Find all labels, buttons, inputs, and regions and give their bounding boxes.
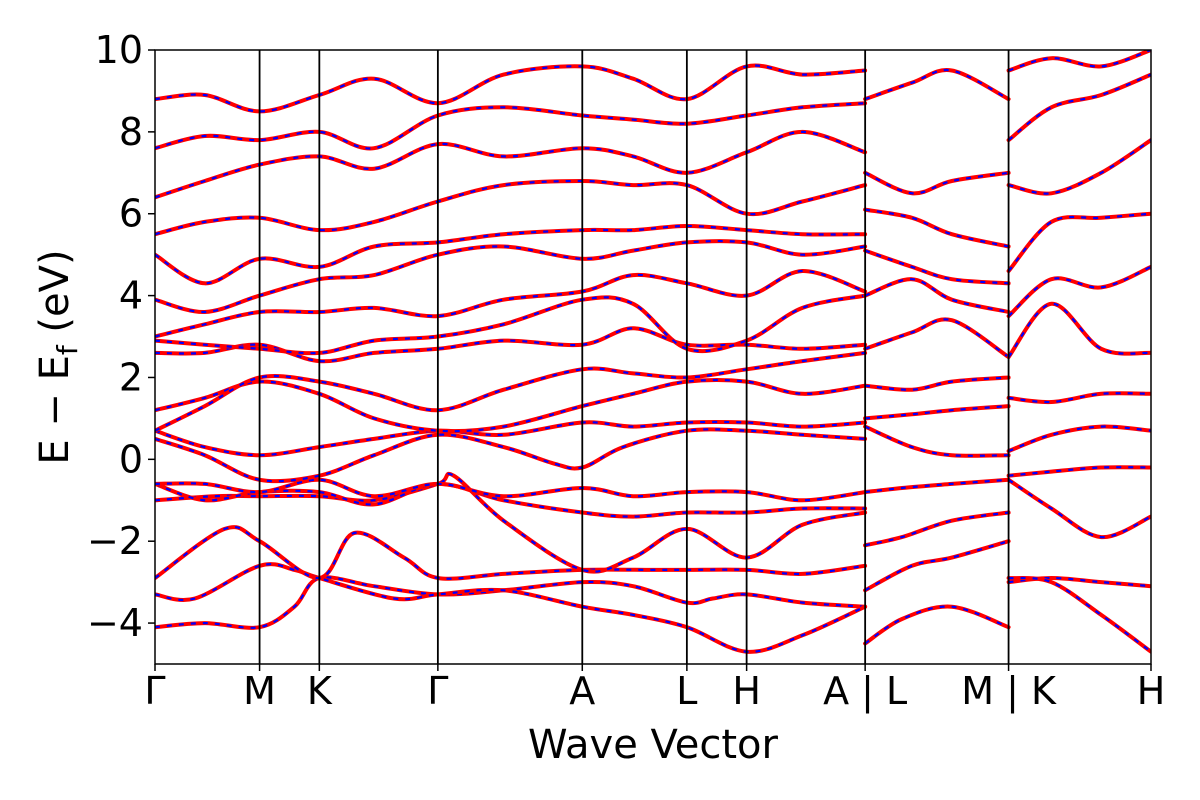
band-model-23	[864, 425, 1009, 457]
band-dft-3	[155, 471, 868, 574]
y-tick-label-6: −2	[87, 519, 143, 563]
y-axis-title: E − Ef (eV)	[32, 249, 84, 464]
plot-frame	[154, 49, 1152, 665]
band-model-37	[1008, 392, 1151, 404]
band-dft-38	[1006, 301, 1151, 359]
band-model-20	[864, 540, 1009, 592]
band-model-0	[155, 576, 866, 629]
band-dft-35	[1006, 465, 1151, 478]
band-dft-12	[155, 268, 868, 339]
band-model-39	[1007, 265, 1151, 317]
x-tick-label-9: H	[1137, 669, 1166, 713]
band-dft-37	[1006, 391, 1151, 405]
band-model-18	[155, 64, 866, 113]
band-dft-13	[155, 239, 868, 315]
band-dft-34	[1006, 477, 1151, 540]
y-tick-label-4: 2	[119, 355, 143, 399]
band-dft-9	[155, 350, 868, 433]
band-model-14	[155, 224, 866, 285]
band-dft-39	[1006, 264, 1151, 319]
band-model-29	[864, 208, 1009, 248]
band-model-40	[1007, 212, 1151, 272]
x-tick-label-4: A	[569, 669, 595, 713]
band-dft-33	[1006, 575, 1151, 654]
band-model-6	[155, 428, 866, 483]
bands-layer	[155, 50, 1151, 654]
y-tick-label-0: 10	[95, 28, 143, 72]
y-tick-label-1: 8	[119, 110, 143, 154]
y-axis-title-sub: f	[51, 344, 84, 355]
band-dft-19	[863, 604, 1011, 646]
band-dft-36	[1006, 424, 1151, 454]
band-dft-43	[1006, 50, 1151, 73]
band-model-33	[1008, 576, 1151, 653]
x-tick-label-8: M | K	[961, 669, 1057, 714]
band-model-3	[155, 472, 866, 573]
high-symmetry-lines	[258, 50, 1010, 664]
x-tick-label-3: Γ	[427, 669, 448, 713]
band-model-38	[1007, 302, 1151, 358]
band-model-32	[1008, 576, 1151, 588]
x-tick-label-6: H	[732, 669, 761, 713]
band-model-30	[864, 171, 1009, 195]
band-model-42	[1007, 73, 1151, 141]
band-model-19	[864, 605, 1009, 645]
band-model-12	[155, 269, 866, 338]
band-model-43	[1008, 50, 1151, 72]
band-dft-20	[863, 539, 1011, 593]
y-tick-label-3: 4	[119, 274, 143, 318]
band-dft-27	[863, 277, 1011, 314]
band-dft-40	[1006, 211, 1151, 273]
y-tick-label-7: −4	[87, 601, 143, 645]
band-model-28	[864, 249, 1009, 285]
y-axis-title-main: E − E	[32, 355, 78, 465]
band-model-26	[864, 318, 1010, 358]
band-dft-28	[863, 248, 1011, 286]
x-tick-label-1: M	[243, 669, 276, 713]
band-dft-30	[863, 170, 1011, 196]
band-model-13	[155, 239, 866, 314]
y-tick-label-5: 0	[119, 437, 143, 481]
band-model-1	[155, 563, 866, 653]
x-tick-label-0: Γ	[144, 669, 165, 713]
band-dft-15	[155, 178, 868, 237]
band-dft-26	[863, 317, 1011, 359]
band-model-36	[1008, 425, 1151, 453]
y-tick-label-2: 6	[119, 192, 143, 236]
band-dft-24	[863, 404, 1011, 421]
band-dft-21	[863, 510, 1011, 548]
band-dft-0	[155, 575, 868, 630]
band-model-21	[864, 511, 1009, 547]
x-tick-label-7: A | L	[823, 669, 907, 714]
band-model-35	[1008, 466, 1151, 477]
band-model-9	[155, 351, 866, 432]
x-axis-title: Wave Vector	[528, 722, 779, 768]
band-model-15	[155, 179, 866, 236]
band-model-22	[864, 478, 1009, 494]
band-dft-41	[1006, 138, 1151, 196]
band-dft-25	[863, 375, 1011, 392]
x-tick-label-2: K	[307, 669, 333, 713]
band-dft-23	[863, 424, 1011, 458]
band-model-31	[864, 68, 1010, 101]
band-dft-1	[155, 562, 868, 654]
band-dft-31	[863, 68, 1011, 102]
x-tick-label-5: L	[676, 669, 697, 713]
y-axis-title-unit: (eV)	[32, 249, 78, 345]
y-axis-ticks: 10 8 6 4 2 0 −2 −4	[87, 28, 155, 645]
band-model-17	[155, 102, 866, 150]
